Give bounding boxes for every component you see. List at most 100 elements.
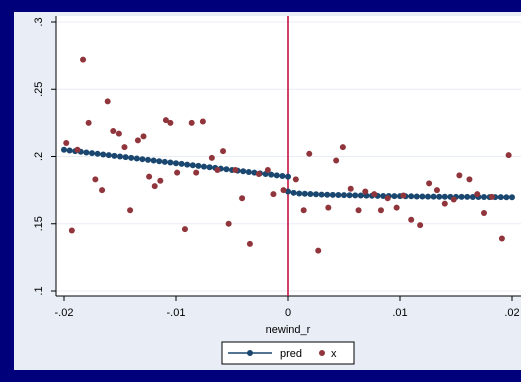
- x-point: [441, 200, 448, 207]
- x-point: [99, 187, 106, 194]
- pred-point: [156, 158, 163, 165]
- series-pred: [61, 146, 515, 201]
- pred-point: [161, 158, 168, 165]
- pred-point: [296, 190, 303, 197]
- x-point: [127, 207, 134, 214]
- x-tick-label: .02: [504, 307, 519, 319]
- y-tick-label: .25: [33, 82, 45, 97]
- legend-pred-marker: [247, 350, 253, 356]
- pred-point: [352, 192, 359, 199]
- y-tick-label: .2: [33, 152, 45, 161]
- y-tick-label: .1: [33, 286, 45, 295]
- pred-point: [128, 154, 135, 161]
- x-point: [347, 185, 354, 192]
- x-point: [232, 166, 239, 173]
- x-point: [162, 117, 169, 124]
- pred-point: [66, 147, 73, 154]
- pred-point: [111, 152, 118, 159]
- pred-point: [436, 193, 443, 200]
- pred-point: [139, 156, 146, 163]
- x-point: [208, 154, 215, 161]
- pred-point: [223, 166, 230, 173]
- pred-point: [324, 191, 331, 198]
- pred-point: [464, 193, 471, 200]
- x-point: [426, 180, 433, 187]
- x-point: [174, 169, 181, 176]
- pred-point: [117, 153, 123, 160]
- pred-point: [497, 194, 504, 201]
- x-point: [157, 177, 164, 184]
- x-point: [355, 207, 362, 214]
- x-point: [246, 240, 253, 247]
- x-point: [339, 144, 346, 151]
- x-point: [433, 187, 440, 194]
- pred-point: [273, 172, 280, 179]
- x-point: [193, 169, 200, 176]
- pred-point: [318, 191, 325, 198]
- pred-point: [408, 193, 415, 200]
- x-point: [104, 98, 111, 105]
- pred-point: [206, 164, 213, 171]
- x-point: [315, 247, 322, 254]
- pred-point: [458, 193, 465, 200]
- x-point: [466, 176, 473, 183]
- pred-point: [122, 154, 129, 161]
- x-point: [280, 187, 287, 194]
- x-point: [167, 119, 174, 126]
- pred-point: [167, 159, 174, 166]
- x-point: [214, 166, 221, 173]
- x-point: [85, 119, 92, 126]
- x-point: [400, 192, 407, 199]
- x-point: [134, 137, 141, 144]
- x-point: [264, 166, 271, 173]
- x-point: [110, 127, 117, 134]
- x-point: [92, 176, 99, 183]
- pred-point: [195, 162, 202, 169]
- x-point: [151, 183, 158, 190]
- y-axis-ticks: .1 .15 .2 .25 .3: [33, 17, 56, 296]
- legend-box: [221, 341, 355, 365]
- pred-point: [430, 193, 437, 200]
- legend-x-marker: [319, 350, 325, 356]
- pred-point: [240, 168, 247, 175]
- legend: pred x: [221, 341, 355, 365]
- x-point: [140, 133, 147, 140]
- x-axis-ticks: -.02 -.01 0 .01 .02: [55, 296, 520, 319]
- pred-point: [178, 160, 185, 167]
- x-tick-label: -.01: [167, 307, 186, 319]
- x-point: [63, 140, 70, 147]
- x-point: [362, 188, 369, 195]
- pred-point: [335, 191, 342, 198]
- x-point: [146, 173, 153, 180]
- pred-point: [150, 157, 157, 164]
- pred-point: [100, 151, 107, 158]
- x-point: [121, 144, 128, 151]
- series-x: [63, 56, 512, 254]
- pred-point: [83, 149, 90, 156]
- pred-point: [329, 191, 336, 198]
- x-point: [68, 227, 75, 234]
- pred-point: [290, 189, 297, 196]
- x-point: [80, 56, 87, 63]
- x-point: [74, 146, 81, 153]
- pred-point: [105, 152, 112, 159]
- pred-point: [469, 193, 476, 200]
- x-point: [199, 118, 206, 125]
- pred-point: [346, 192, 353, 199]
- x-point: [255, 170, 262, 177]
- x-point: [225, 220, 232, 227]
- x-point: [417, 222, 424, 229]
- x-tick-label: -.02: [55, 307, 74, 319]
- pred-point: [89, 150, 95, 157]
- x-point: [188, 119, 195, 126]
- pred-point: [425, 193, 431, 200]
- pred-point: [313, 191, 319, 198]
- x-point: [371, 191, 378, 198]
- x-point: [220, 148, 227, 155]
- x-point: [181, 226, 188, 233]
- x-point: [474, 191, 481, 198]
- pred-point: [503, 194, 510, 201]
- pred-point: [509, 194, 515, 201]
- x-point: [488, 193, 495, 200]
- x-point: [505, 152, 512, 159]
